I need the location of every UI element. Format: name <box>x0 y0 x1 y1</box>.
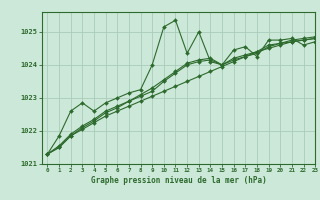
X-axis label: Graphe pression niveau de la mer (hPa): Graphe pression niveau de la mer (hPa) <box>91 176 266 185</box>
